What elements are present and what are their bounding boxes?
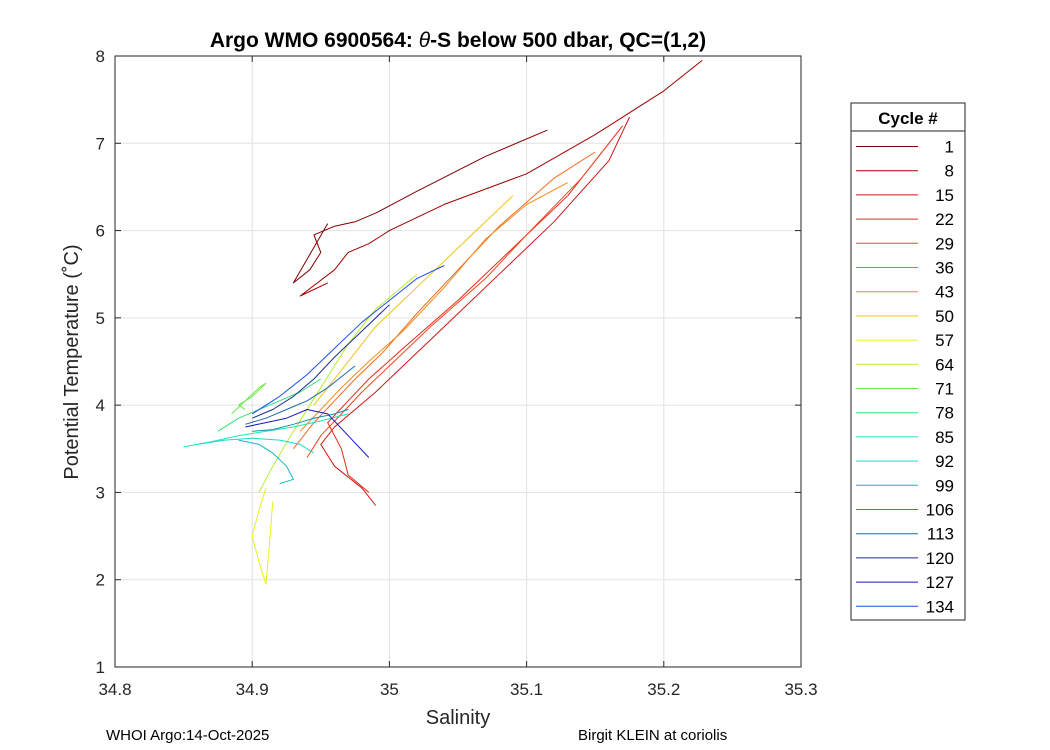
series-line-cycle-78: [217, 378, 322, 432]
series-line-cycle-57: [251, 487, 274, 585]
series-line-cycle-1: [292, 129, 548, 284]
series-line-cycle-113: [245, 365, 356, 425]
legend-label-cycle-92: 92: [935, 452, 954, 471]
series-line-cycle-8: [299, 60, 703, 297]
series-line-cycle-99: [238, 439, 294, 485]
legend-label-cycle-50: 50: [935, 307, 954, 326]
series-line-cycle-71: [231, 382, 267, 415]
y-tick-label: 2: [96, 571, 105, 590]
y-tick-label: 3: [96, 483, 105, 502]
legend-label-cycle-99: 99: [935, 476, 954, 495]
legend-label-cycle-78: 78: [935, 404, 954, 423]
y-tick-label: 5: [96, 309, 105, 328]
series-line-cycle-64: [258, 273, 418, 493]
series-line-cycle-43: [299, 182, 569, 432]
y-tick-label: 4: [96, 396, 105, 415]
legend-label-cycle-85: 85: [935, 428, 954, 447]
series-line-cycle-127: [245, 409, 370, 458]
legend-label-cycle-43: 43: [935, 283, 954, 302]
chart-title: Argo WMO 6900564: θ-S below 500 dbar, QC…: [210, 29, 706, 52]
legend-label-cycle-29: 29: [935, 234, 954, 253]
legend-label-cycle-22: 22: [935, 210, 954, 229]
grid: [114, 55, 802, 668]
x-axis-label: Salinity: [426, 707, 490, 729]
x-tick-label: 35: [380, 680, 399, 699]
y-tick-label: 1: [96, 658, 105, 677]
y-tick-label: 8: [96, 47, 105, 66]
legend-items: 1 8 15 22 29 36 43 50 57 64 71 78 85 92 99 106 113 120 127…: [856, 138, 954, 616]
legend-label-cycle-1: 1: [945, 138, 954, 157]
series-line-cycle-15: [320, 116, 630, 506]
legend-label-cycle-36: 36: [935, 259, 954, 278]
x-tick-label: 34.8: [98, 680, 131, 699]
footer-left: WHOI Argo:14-Oct-2025: [106, 727, 269, 744]
series-line-cycle-29: [306, 142, 610, 458]
legend-label-cycle-71: 71: [935, 380, 954, 399]
legend: Cycle # 18152229364350576471788592991061…: [850, 102, 966, 621]
legend-label-cycle-134: 134: [926, 597, 954, 616]
footer-right: Birgit KLEIN at coriolis: [578, 727, 727, 744]
legend-label-cycle-64: 64: [935, 355, 954, 374]
series-line-cycle-50: [313, 195, 514, 406]
legend-label-cycle-120: 120: [926, 549, 954, 568]
series-group: [183, 60, 703, 585]
y-tick-label: 6: [96, 222, 105, 241]
x-tick-label: 35.3: [784, 680, 817, 699]
series-line-cycle-134: [251, 265, 445, 415]
y-axis-ticks: 1 2 3 4 5 6 7 8: [96, 47, 801, 677]
x-axis-ticks: 34.8 34.9 35 35.1 35.2 35.3: [98, 56, 818, 699]
legend-label-cycle-106: 106: [926, 501, 954, 520]
x-tick-label: 34.9: [236, 680, 269, 699]
x-tick-label: 35.2: [647, 680, 680, 699]
series-line-cycle-120: [252, 304, 390, 419]
series-line-cycle-36: [293, 151, 596, 450]
series-line-cycle-92: [197, 437, 315, 454]
legend-label-cycle-57: 57: [935, 331, 954, 350]
plot-area: [114, 55, 802, 668]
x-tick-label: 35.1: [510, 680, 543, 699]
legend-label-cycle-15: 15: [935, 186, 954, 205]
y-tick-label: 7: [96, 134, 105, 153]
legend-label-cycle-8: 8: [945, 162, 954, 181]
y-axis-label: Potential Temperature (˚C): [61, 244, 83, 479]
series-line-cycle-106: [252, 409, 349, 432]
legend-title: Cycle #: [878, 109, 938, 128]
legend-label-cycle-127: 127: [926, 573, 954, 592]
legend-label-cycle-113: 113: [927, 525, 954, 544]
